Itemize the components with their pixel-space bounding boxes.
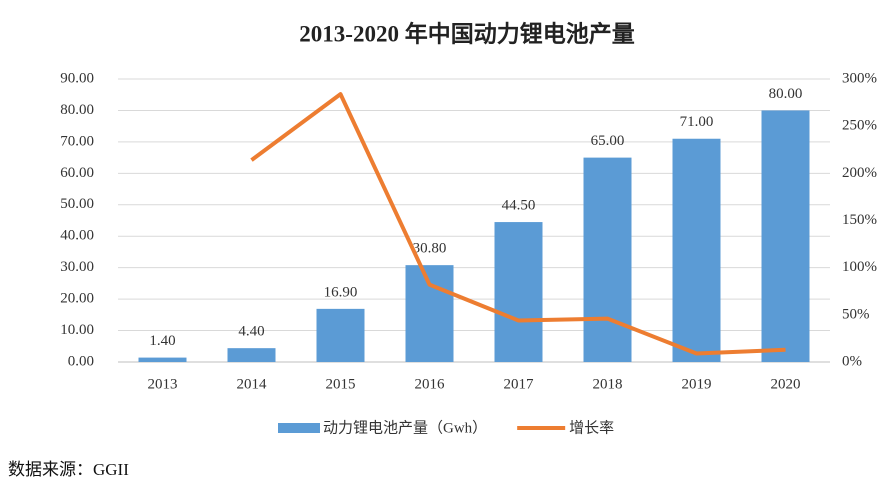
y2-tick-label: 150% [842,212,877,228]
legend-label: 增长率 [569,419,614,436]
y-tick-label: 50.00 [60,196,94,212]
bar [672,138,721,362]
y2-tick-label: 200% [842,165,877,181]
data-label: 30.80 [413,241,447,257]
x-tick-label: 2020 [771,376,801,392]
bar [138,357,187,362]
x-tick-label: 2019 [682,376,712,392]
x-tick-label: 2017 [504,376,535,392]
data-label: 80.00 [769,86,803,102]
y-tick-label: 70.00 [60,133,94,149]
bar [405,265,454,362]
data-label: 16.90 [324,284,358,300]
data-label: 1.40 [149,333,175,349]
bar [494,222,543,362]
y-tick-label: 80.00 [60,102,94,118]
legend-label: 动力锂电池产量（Gwh） [323,419,487,436]
x-tick-label: 2018 [593,376,623,392]
chart-title: 2013-2020 年中国动力锂电池产量 [299,20,634,46]
x-tick-label: 2013 [148,376,178,392]
bar [227,348,276,362]
y-tick-label: 60.00 [60,165,94,181]
source-note: 数据来源：GGII [8,460,129,479]
bar [316,308,365,362]
y2-tick-label: 250% [842,118,877,134]
bar [761,110,810,362]
line [250,92,786,356]
x-tick-label: 2014 [237,376,268,392]
y-tick-label: 0.00 [68,353,94,369]
data-label: 44.50 [502,198,536,214]
y2-tick-label: 300% [842,70,877,86]
data-label: 4.40 [238,324,264,340]
y-tick-label: 20.00 [60,291,94,307]
y-tick-label: 40.00 [60,228,94,244]
x-tick-label: 2016 [415,376,446,392]
y-tick-label: 30.00 [60,259,94,275]
data-label: 65.00 [591,133,625,149]
y-tick-label: 90.00 [60,70,94,86]
y-tick-label: 10.00 [60,322,94,338]
y2-tick-label: 100% [842,259,877,275]
bar [583,157,632,362]
y2-tick-label: 50% [842,306,870,322]
data-label: 71.00 [680,114,714,130]
x-tick-label: 2015 [326,376,356,392]
legend-swatch [278,423,320,433]
y2-tick-label: 0% [842,353,862,369]
